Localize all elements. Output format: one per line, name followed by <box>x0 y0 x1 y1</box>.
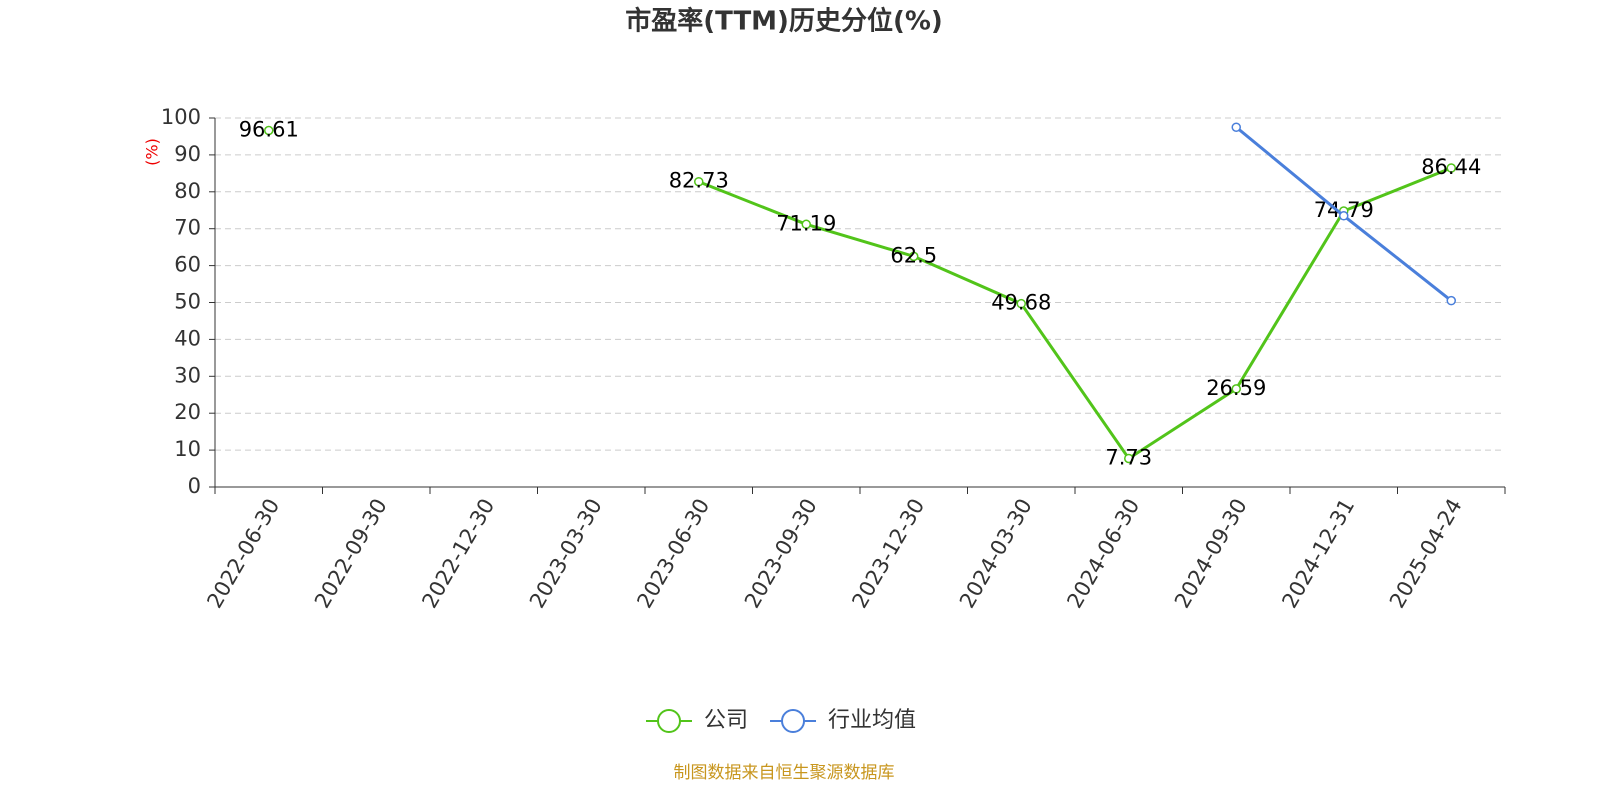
data-label: 26.59 <box>1206 376 1266 400</box>
y-tick-label: 50 <box>174 290 201 314</box>
data-point <box>801 219 811 230</box>
y-tick-label: 100 <box>161 105 201 129</box>
data-label: 96.61 <box>239 118 299 142</box>
data-point <box>1231 122 1241 132</box>
data-point <box>264 125 274 136</box>
y-axis-label: (%) <box>143 138 162 166</box>
y-tick-label: 20 <box>174 400 201 424</box>
data-point <box>1339 211 1349 221</box>
series-line <box>698 166 1452 461</box>
y-tick-label: 60 <box>174 253 201 277</box>
y-tick-label: 80 <box>174 179 201 203</box>
y-tick-label: 40 <box>174 326 201 350</box>
chart-title: 市盈率(TTM)历史分位(%) <box>625 6 943 37</box>
data-point <box>694 176 704 187</box>
x-tick-label: 2024-12-31 <box>1277 495 1359 613</box>
x-tick-label: 2025-04-24 <box>1385 495 1467 613</box>
data-point <box>1124 453 1134 464</box>
x-tick-label: 2023-12-30 <box>847 495 929 613</box>
x-tick-label: 2023-06-30 <box>632 495 714 613</box>
data-label: 86.44 <box>1421 155 1481 179</box>
x-tick-label: 2022-12-30 <box>417 495 499 613</box>
x-tick-label: 2022-09-30 <box>310 495 392 613</box>
data-label: 82.73 <box>669 169 729 193</box>
data-point <box>1446 295 1456 306</box>
y-tick-label: 30 <box>174 363 201 387</box>
y-tick-label: 90 <box>174 142 201 166</box>
legend-label: 公司 <box>704 708 748 733</box>
y-tick-label: 70 <box>174 216 201 240</box>
data-label: 71.19 <box>776 211 836 235</box>
data-label: 62.5 <box>890 243 937 267</box>
x-tick-label: 2024-09-30 <box>1170 495 1252 613</box>
data-point <box>1446 163 1456 173</box>
y-tick-label: 10 <box>174 437 201 461</box>
data-point <box>1231 384 1241 394</box>
source-note: 制图数据来自恒生聚源数据库 <box>674 763 895 783</box>
x-tick-label: 2023-03-30 <box>525 495 607 613</box>
data-point <box>1016 298 1026 309</box>
legend-marker <box>657 709 681 733</box>
x-tick-label: 2023-09-30 <box>740 495 822 613</box>
data-point <box>909 251 919 262</box>
data-label: 49.68 <box>991 291 1051 315</box>
x-tick-label: 2024-03-30 <box>955 495 1037 613</box>
data-label: 7.73 <box>1105 445 1152 469</box>
y-tick-label: 0 <box>188 474 201 498</box>
legend-label: 行业均值 <box>828 708 916 733</box>
x-tick-label: 2024-06-30 <box>1062 495 1144 613</box>
x-tick-label: 2022-06-30 <box>202 495 284 613</box>
legend-marker <box>781 709 806 733</box>
